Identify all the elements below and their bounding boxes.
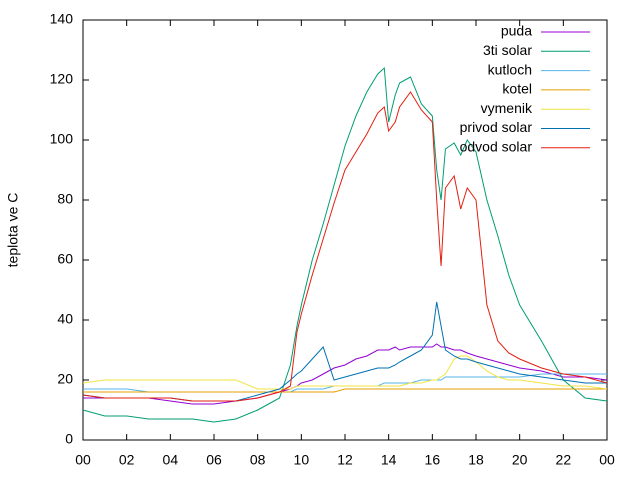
y-tick-label: 40 <box>57 311 73 327</box>
x-tick-label: 14 <box>381 452 397 468</box>
legend-label: 3ti solar <box>483 42 532 58</box>
series-line <box>82 355 608 390</box>
legend-label: odvod solar <box>460 139 533 155</box>
x-tick-label: 00 <box>599 452 615 468</box>
y-tick-label: 60 <box>57 251 73 267</box>
legend-label: vymenik <box>481 100 533 116</box>
legend-label: privod solar <box>460 119 533 135</box>
x-tick-label: 16 <box>425 452 441 468</box>
legend-label: puda <box>501 23 532 39</box>
x-tick-label: 20 <box>512 452 528 468</box>
series-line <box>82 66 608 423</box>
x-tick-label: 02 <box>119 452 135 468</box>
x-tick-label: 04 <box>163 452 179 468</box>
series-line <box>82 91 608 402</box>
y-tick-label: 80 <box>57 191 73 207</box>
x-tick-label: 10 <box>294 452 310 468</box>
y-tick-label: 100 <box>50 131 74 147</box>
series-line <box>83 388 607 393</box>
y-axis-label: teplota ve C <box>5 193 21 268</box>
x-tick-label: 06 <box>206 452 222 468</box>
legend-label: kutloch <box>488 61 532 77</box>
x-tick-label: 08 <box>250 452 266 468</box>
y-tick-label: 120 <box>50 71 74 87</box>
y-tick-label: 0 <box>65 431 73 447</box>
x-tick-label: 22 <box>556 452 572 468</box>
legend-label: kotel <box>502 81 532 97</box>
y-tick-label: 140 <box>50 11 74 27</box>
x-tick-label: 12 <box>337 452 353 468</box>
series-line <box>83 343 608 405</box>
y-tick-label: 20 <box>57 371 73 387</box>
x-tick-label: 00 <box>75 452 91 468</box>
x-tick-label: 18 <box>468 452 484 468</box>
